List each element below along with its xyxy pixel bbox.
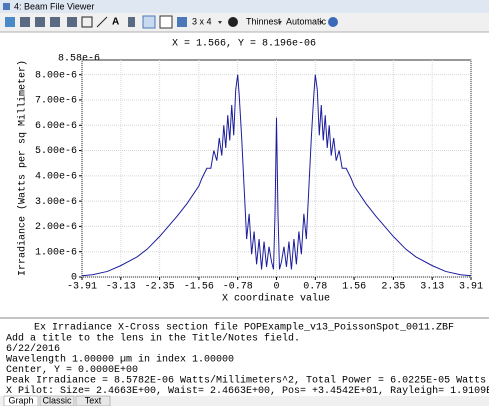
dropdown-arrow bbox=[319, 21, 323, 24]
x-tick-label: 1.56 bbox=[342, 282, 366, 293]
line-style-dropdown[interactable]: Thinnest bbox=[246, 16, 281, 26]
lock-button[interactable] bbox=[128, 17, 135, 27]
layout-dropdown[interactable]: 3 x 4 bbox=[192, 16, 212, 26]
y-axis-label: Irradiance (Watts per sq Millimeter) bbox=[17, 60, 29, 276]
tab[interactable] bbox=[39, 395, 75, 406]
notes-title: Ex Irradiance X-Cross section file POPEx… bbox=[34, 322, 454, 334]
dropdown-arrow bbox=[218, 21, 222, 24]
y-tick-label: 1.00e-6 bbox=[35, 247, 77, 258]
toolbar-icons[interactable]: A bbox=[5, 15, 187, 29]
x-tick-label: 2.35 bbox=[381, 282, 405, 293]
tab-label[interactable]: Text bbox=[85, 395, 102, 405]
y-tick-label: 2.00e-6 bbox=[35, 222, 77, 233]
tab-label[interactable]: Graph bbox=[8, 395, 33, 405]
toolbar bbox=[0, 13, 489, 32]
x-tick-label: 3.13 bbox=[420, 282, 444, 293]
y-tick-label: 7.00e-6 bbox=[35, 96, 77, 107]
text-button[interactable]: A bbox=[112, 17, 119, 28]
fit-button[interactable] bbox=[142, 15, 156, 29]
line-button[interactable] bbox=[96, 16, 108, 28]
y-max-label: 8.58e-6 bbox=[58, 54, 100, 65]
tab-label[interactable]: Classic bbox=[42, 395, 72, 405]
notes-line: X Pilot: Size= 2.4663E+00, Waist= 2.4663… bbox=[6, 385, 489, 397]
settings-button[interactable] bbox=[20, 17, 30, 27]
x-tick-label: -0.78 bbox=[223, 282, 253, 293]
tab[interactable] bbox=[75, 395, 111, 406]
x-tick-label: -1.56 bbox=[184, 282, 214, 293]
notes-line: Center, Y = 0.0000E+00 bbox=[6, 365, 138, 376]
y-tick-label: 4.00e-6 bbox=[35, 171, 77, 182]
copy-button[interactable] bbox=[35, 17, 45, 27]
scale-dropdown[interactable]: Automatic bbox=[286, 16, 327, 26]
options-button[interactable] bbox=[228, 17, 238, 27]
y-tick-label: 8.00e-6 bbox=[35, 70, 77, 81]
x-tick-label: 3.91 bbox=[459, 282, 483, 293]
window-title: 4: Beam File Viewer bbox=[14, 1, 94, 11]
grid-button[interactable] bbox=[159, 15, 173, 29]
x-tick-label: -3.13 bbox=[106, 282, 136, 293]
x-tick-label: -3.91 bbox=[67, 282, 97, 293]
y-tick-label: 6.00e-6 bbox=[35, 121, 77, 132]
title-bar bbox=[0, 0, 489, 13]
notes-line: 6/22/2016 bbox=[6, 343, 60, 355]
notes-line: Add a title to the lens in the Title/Not… bbox=[6, 333, 300, 345]
y-tick-label: 5.00e-6 bbox=[35, 146, 77, 157]
x-tick-label: 0.78 bbox=[303, 282, 327, 293]
tab-bar bbox=[0, 396, 489, 406]
pen-button[interactable] bbox=[67, 17, 77, 27]
x-tick-label: 0 bbox=[273, 282, 279, 293]
x-tick-label: -2.35 bbox=[145, 282, 175, 293]
dropdown-arrow bbox=[278, 21, 282, 24]
refresh-button[interactable] bbox=[5, 17, 15, 27]
irradiance-line bbox=[81, 74, 472, 277]
notes-line: Wavelength 1.00000 µm in index 1.00000 bbox=[6, 354, 234, 366]
layout-icon[interactable] bbox=[177, 17, 187, 27]
help-button[interactable] bbox=[328, 17, 338, 27]
x-axis-label: X coordinate value bbox=[222, 293, 330, 305]
rect-button[interactable] bbox=[81, 16, 93, 28]
y-tick-label: 3.00e-6 bbox=[35, 197, 77, 208]
y-tick-label: 0 bbox=[71, 273, 77, 284]
print-button[interactable] bbox=[50, 17, 60, 27]
cursor-readout: X = 1.566, Y = 8.196e-06 bbox=[172, 39, 316, 50]
notes-line: Peak Irradiance = 8.5782E-06 Watts/Milli… bbox=[6, 375, 486, 387]
window-icon bbox=[3, 3, 10, 10]
tab[interactable] bbox=[3, 395, 39, 406]
